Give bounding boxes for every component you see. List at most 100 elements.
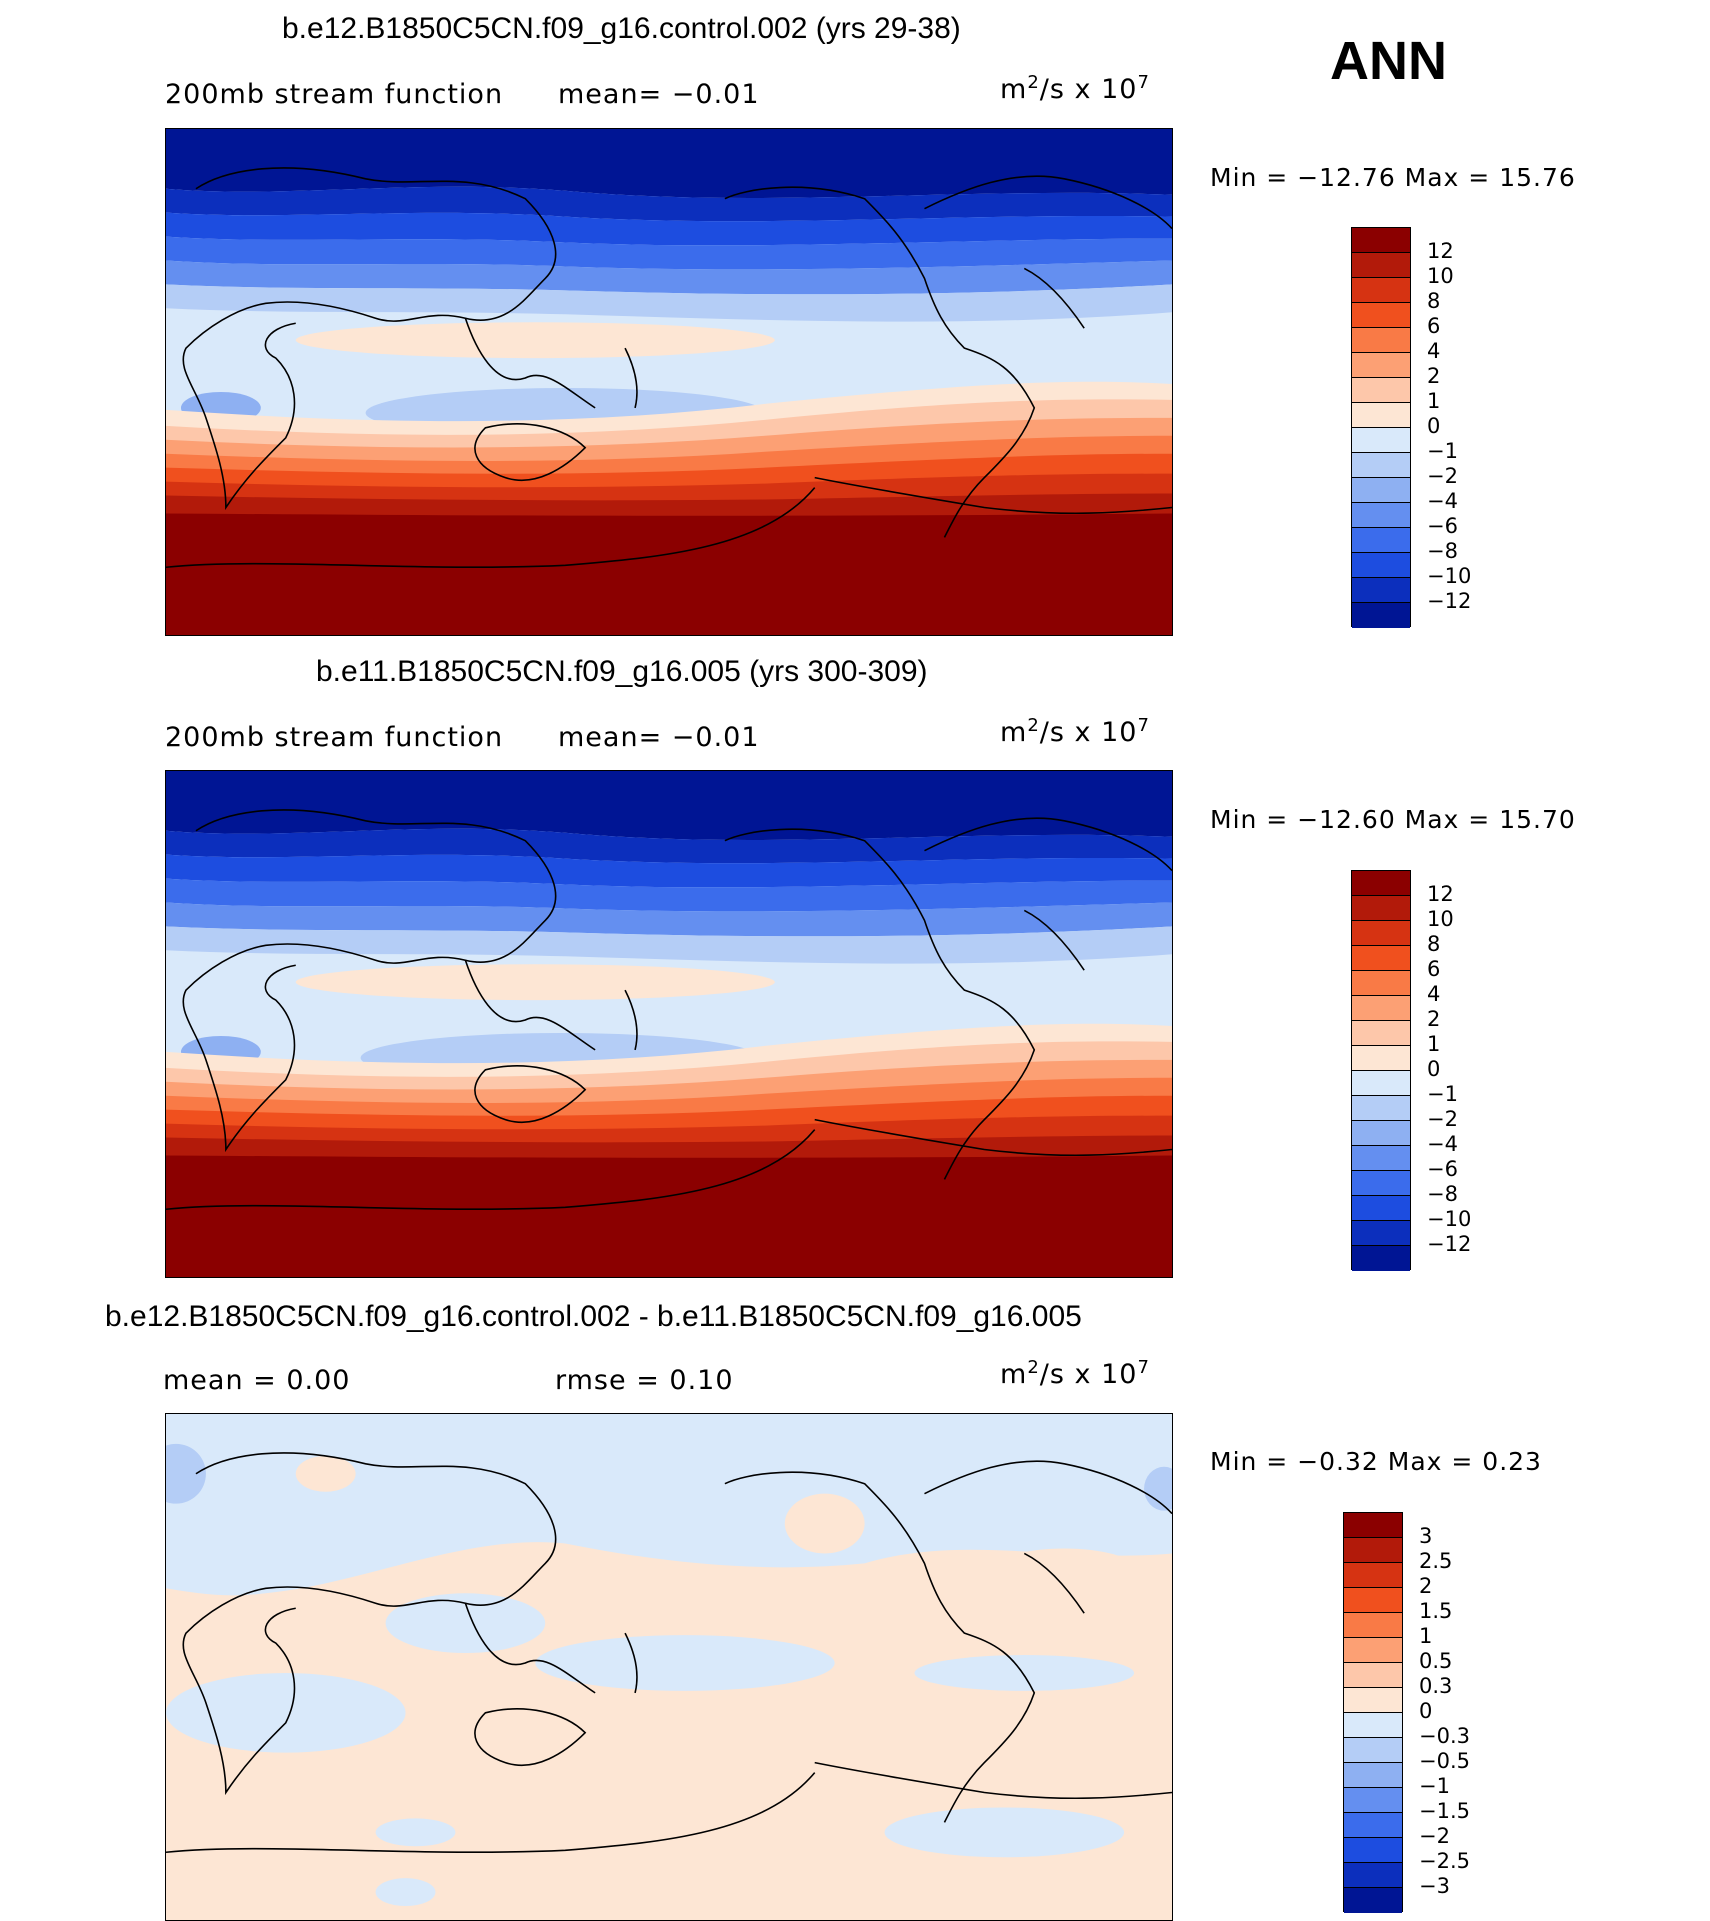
colorbar-tick-label: −1.5 bbox=[1419, 1799, 1470, 1823]
panel-1-map bbox=[165, 128, 1173, 636]
panel-1-colorbar-box bbox=[1352, 353, 1410, 378]
panel-2-colorbar-box bbox=[1352, 1196, 1410, 1221]
colorbar-tick-label: 0 bbox=[1419, 1699, 1433, 1723]
panel-2-colorbar-box bbox=[1352, 996, 1410, 1021]
colorbar-tick-label: −10 bbox=[1427, 564, 1472, 588]
colorbar-tick-label: −4 bbox=[1427, 489, 1458, 513]
colorbar-tick-label: −12 bbox=[1427, 1232, 1472, 1256]
panel-2-minmax: Min = −12.60 Max = 15.70 bbox=[1210, 805, 1576, 834]
panel-1-units: m2/s x 107 bbox=[1000, 72, 1150, 105]
colorbar-tick-label: 12 bbox=[1427, 882, 1454, 906]
panel-3-colorbar-box bbox=[1344, 1888, 1402, 1913]
panel-1-colorbar-box bbox=[1352, 603, 1410, 628]
panel-3-colorbar-box bbox=[1344, 1813, 1402, 1838]
panel-3-colorbar-box bbox=[1344, 1563, 1402, 1588]
panel-2-colorbar-box bbox=[1352, 1221, 1410, 1246]
panel-2-colorbar-box bbox=[1352, 1171, 1410, 1196]
colorbar-tick-label: −12 bbox=[1427, 589, 1472, 613]
colorbar-tick-label: 6 bbox=[1427, 314, 1441, 338]
panel-2-colorbar-box bbox=[1352, 1046, 1410, 1071]
panel-1-colorbar-labels: 12 10 8 6 4 2 1 0 −1 −2 −4 −6 −8 −10 −12 bbox=[1427, 241, 1507, 621]
panel-3-colorbar-box bbox=[1344, 1738, 1402, 1763]
panel-2-map-field bbox=[166, 771, 1172, 1277]
panel-2-colorbar-box bbox=[1352, 871, 1410, 896]
panel-2-colorbar-box bbox=[1352, 896, 1410, 921]
colorbar-tick-label: −8 bbox=[1427, 539, 1458, 563]
colorbar-tick-label: −2.5 bbox=[1419, 1849, 1470, 1873]
panel-3-colorbar-box bbox=[1344, 1513, 1402, 1538]
panel-2-field-label: 200mb stream function bbox=[165, 722, 504, 753]
panel-1-colorbar-box bbox=[1352, 328, 1410, 353]
panel-1-map-field bbox=[166, 129, 1172, 635]
season-label: ANN bbox=[1330, 31, 1447, 91]
colorbar-tick-label: 10 bbox=[1427, 907, 1454, 931]
colorbar-tick-label: 8 bbox=[1427, 932, 1441, 956]
colorbar-tick-label: 6 bbox=[1427, 957, 1441, 981]
panel-1-mean: mean= −0.01 bbox=[558, 79, 760, 110]
colorbar-tick-label: 12 bbox=[1427, 239, 1454, 263]
colorbar-tick-label: −2 bbox=[1427, 1107, 1458, 1131]
colorbar-tick-label: 1 bbox=[1427, 389, 1441, 413]
panel-3-mean: mean = 0.00 bbox=[163, 1365, 351, 1396]
colorbar-tick-label: 1 bbox=[1419, 1624, 1433, 1648]
panel-3-colorbar-box bbox=[1344, 1588, 1402, 1613]
panel-1-colorbar-box bbox=[1352, 553, 1410, 578]
panel-1-colorbar-box bbox=[1352, 453, 1410, 478]
panel-2-colorbar-box bbox=[1352, 1146, 1410, 1171]
panel-3-colorbar-box bbox=[1344, 1788, 1402, 1813]
panel-1-colorbar-box bbox=[1352, 578, 1410, 603]
panel-3-map bbox=[165, 1413, 1173, 1921]
panel-2-colorbar-labels: 12 10 8 6 4 2 1 0 −1 −2 −4 −6 −8 −10 −12 bbox=[1427, 884, 1507, 1264]
colorbar-tick-label: 3 bbox=[1419, 1524, 1433, 1548]
panel-1-colorbar-box bbox=[1352, 528, 1410, 553]
panel-3-colorbar-box bbox=[1344, 1688, 1402, 1713]
panel-1-minmax: Min = −12.76 Max = 15.76 bbox=[1210, 163, 1576, 192]
panel-2-colorbar-box bbox=[1352, 921, 1410, 946]
colorbar-tick-label: −4 bbox=[1427, 1132, 1458, 1156]
colorbar-tick-label: −1 bbox=[1427, 1082, 1458, 1106]
colorbar-tick-label: 0 bbox=[1427, 414, 1441, 438]
panel-3-colorbar bbox=[1343, 1512, 1403, 1913]
panel-3-map-field bbox=[166, 1414, 1172, 1920]
panel-3-units: m2/s x 107 bbox=[1000, 1357, 1150, 1390]
panel-2-colorbar-box bbox=[1352, 1071, 1410, 1096]
colorbar-tick-label: 1.5 bbox=[1419, 1599, 1453, 1623]
panel-2-colorbar-box bbox=[1352, 1096, 1410, 1121]
colorbar-tick-label: 0.5 bbox=[1419, 1649, 1453, 1673]
panel-3-colorbar-box bbox=[1344, 1663, 1402, 1688]
colorbar-tick-label: 2 bbox=[1419, 1574, 1433, 1598]
panel-1-colorbar-box bbox=[1352, 403, 1410, 428]
panel-3-rmse: rmse = 0.10 bbox=[555, 1365, 734, 1396]
panel-1-colorbar-box bbox=[1352, 253, 1410, 278]
panel-1-colorbar bbox=[1351, 227, 1411, 628]
panel-2-colorbar-box bbox=[1352, 971, 1410, 996]
panel-3-colorbar-box bbox=[1344, 1713, 1402, 1738]
panel-1-field-label: 200mb stream function bbox=[165, 79, 504, 110]
panel-3-colorbar-box bbox=[1344, 1538, 1402, 1563]
panel-1-colorbar-box bbox=[1352, 228, 1410, 253]
panel-1-title: b.e12.B1850C5CN.f09_g16.control.002 (yrs… bbox=[282, 12, 961, 45]
panel-3-colorbar-box bbox=[1344, 1763, 1402, 1788]
panel-1-colorbar-box bbox=[1352, 278, 1410, 303]
panel-2-map bbox=[165, 770, 1173, 1278]
colorbar-tick-label: −8 bbox=[1427, 1182, 1458, 1206]
panel-3-colorbar-box bbox=[1344, 1838, 1402, 1863]
panel-2-colorbar-box bbox=[1352, 1121, 1410, 1146]
colorbar-tick-label: 10 bbox=[1427, 264, 1454, 288]
panel-3-title: b.e12.B1850C5CN.f09_g16.control.002 - b.… bbox=[105, 1300, 1082, 1333]
panel-1-colorbar-box bbox=[1352, 378, 1410, 403]
colorbar-tick-label: −0.3 bbox=[1419, 1724, 1470, 1748]
colorbar-tick-label: −1 bbox=[1427, 439, 1458, 463]
colorbar-tick-label: 1 bbox=[1427, 1032, 1441, 1056]
panel-1-colorbar-box bbox=[1352, 503, 1410, 528]
colorbar-tick-label: −6 bbox=[1427, 1157, 1458, 1181]
colorbar-tick-label: 4 bbox=[1427, 339, 1441, 363]
colorbar-tick-label: 2 bbox=[1427, 364, 1441, 388]
colorbar-tick-label: −3 bbox=[1419, 1874, 1450, 1898]
panel-1-colorbar-box bbox=[1352, 478, 1410, 503]
colorbar-tick-label: −6 bbox=[1427, 514, 1458, 538]
panel-2-colorbar-box bbox=[1352, 1021, 1410, 1046]
colorbar-tick-label: 0.3 bbox=[1419, 1674, 1453, 1698]
panel-2-units: m2/s x 107 bbox=[1000, 715, 1150, 748]
panel-2-title: b.e11.B1850C5CN.f09_g16.005 (yrs 300-309… bbox=[316, 655, 928, 688]
